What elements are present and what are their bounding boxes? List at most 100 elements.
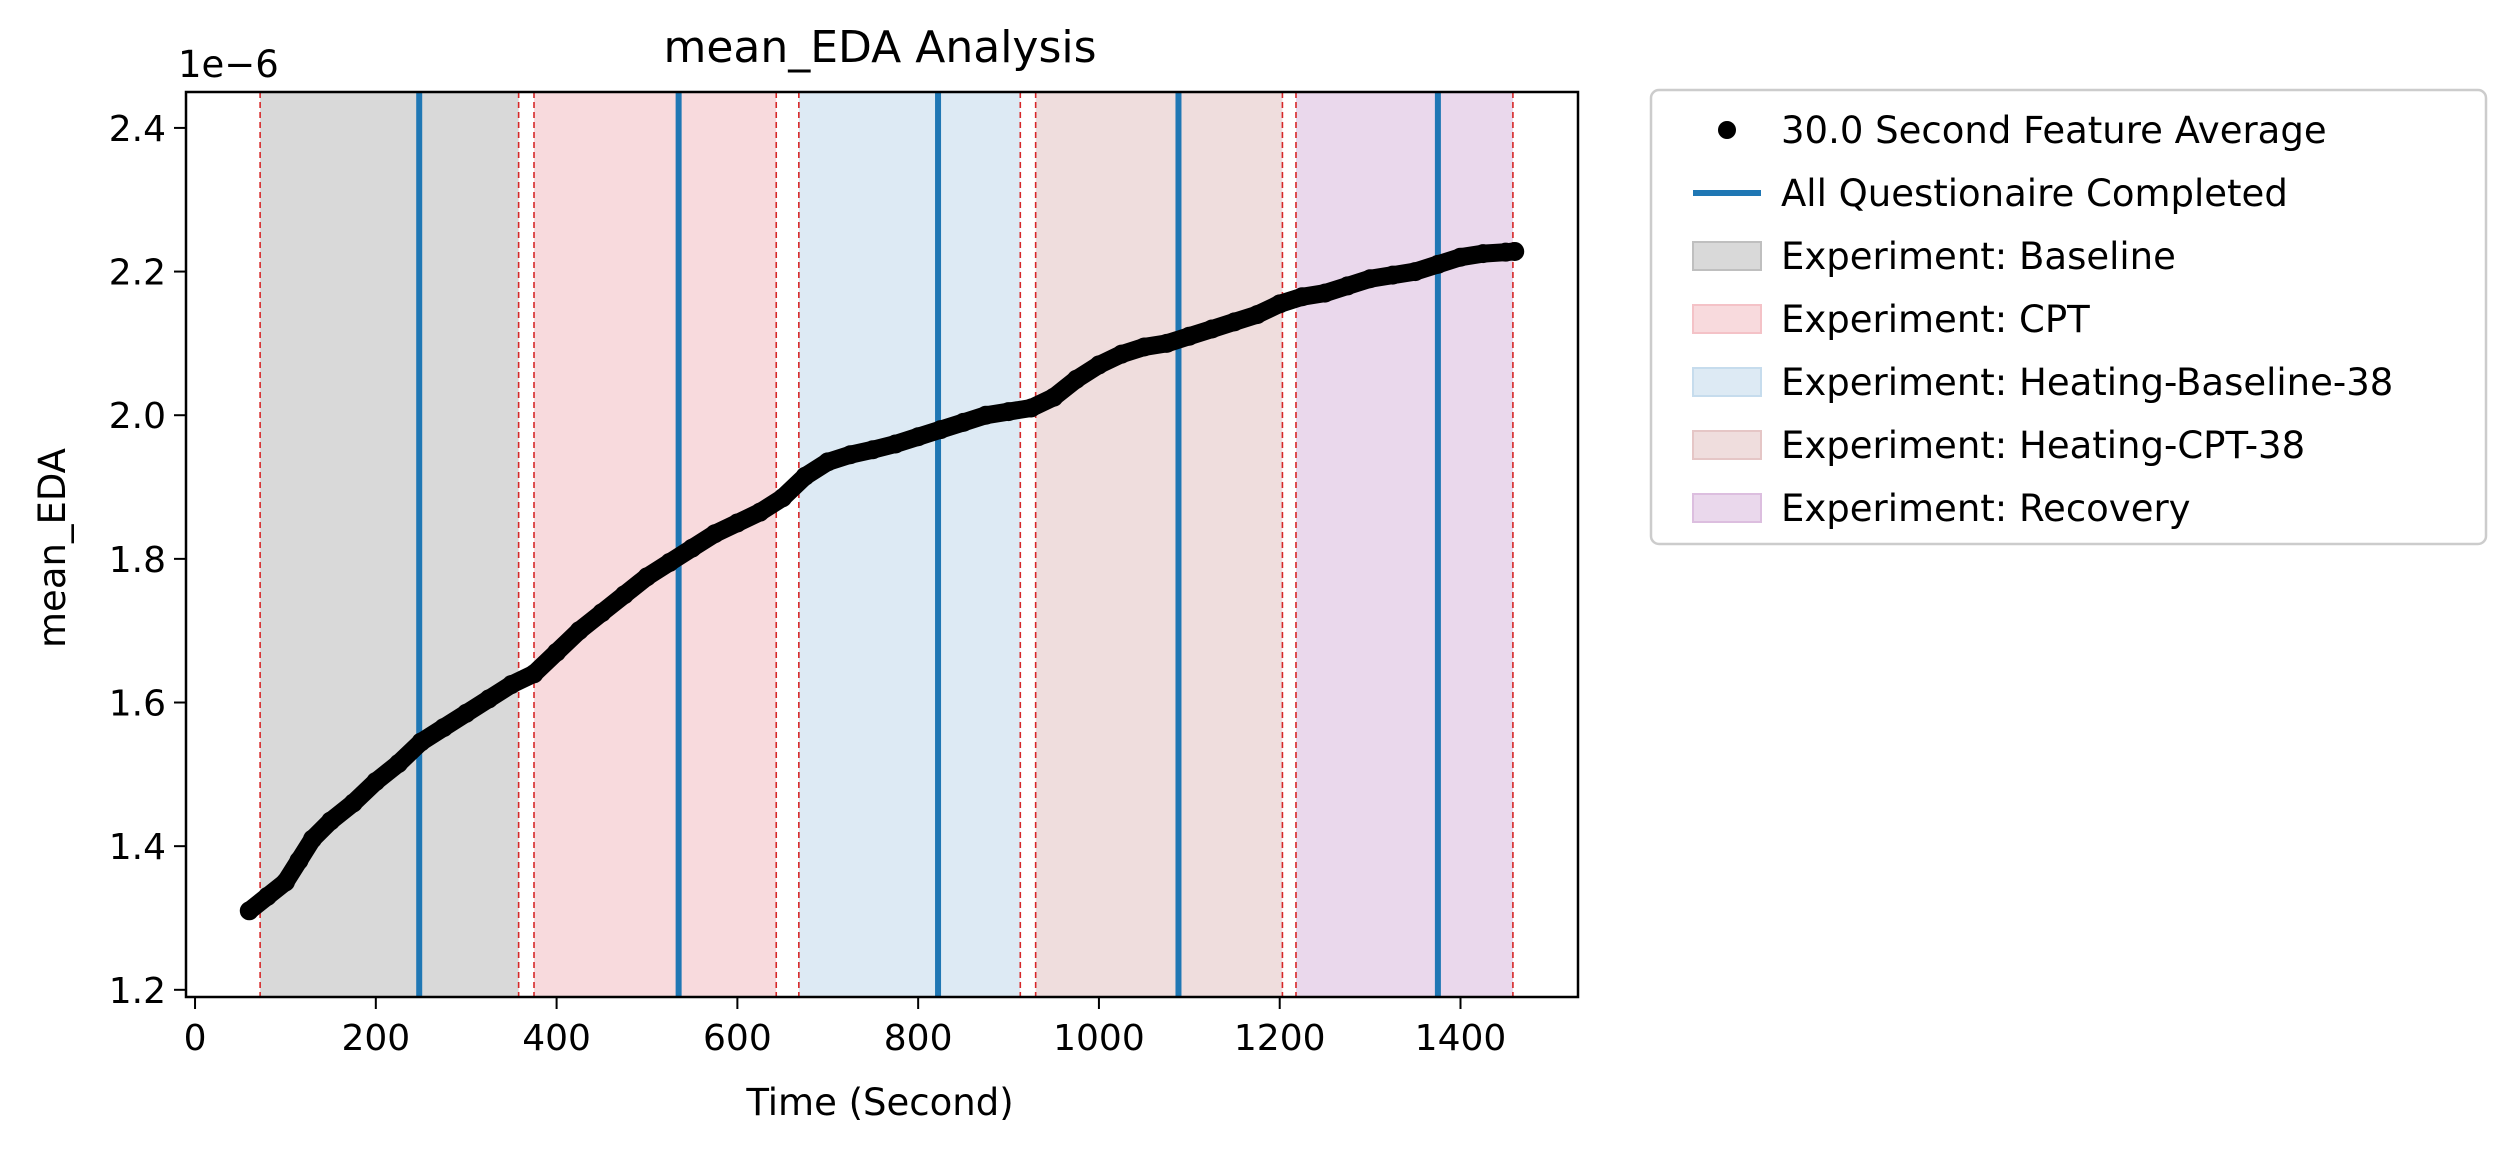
data-point-33 bbox=[953, 412, 973, 432]
x-tick-label-0: 0 bbox=[184, 1018, 207, 1059]
x-tick-label-3: 600 bbox=[703, 1018, 772, 1059]
legend-marker-points bbox=[1718, 121, 1736, 139]
legend: 30.0 Second Feature Average All Questiona… bbox=[1649, 88, 2488, 546]
x-tick-label-2: 400 bbox=[522, 1018, 591, 1059]
legend-label-5: Experiment: Heating-CPT-38 bbox=[1781, 424, 2305, 467]
data-point-27 bbox=[818, 452, 838, 472]
data-point-45 bbox=[1225, 312, 1245, 332]
data-point-58 bbox=[1505, 241, 1525, 261]
data-point-52 bbox=[1383, 265, 1403, 285]
data-point-36 bbox=[1021, 398, 1041, 418]
legend-marker-region-2 bbox=[1692, 367, 1762, 397]
legend-marker-region-1 bbox=[1692, 304, 1762, 334]
plot-frame bbox=[184, 90, 1580, 999]
data-point-56 bbox=[1473, 244, 1493, 264]
data-point-30 bbox=[886, 434, 906, 454]
data-point-21 bbox=[682, 538, 702, 558]
legend-label-2: Experiment: Baseline bbox=[1781, 235, 2176, 278]
data-point-37 bbox=[1044, 387, 1064, 407]
data-point-53 bbox=[1405, 262, 1425, 282]
data-point-12 bbox=[479, 689, 499, 709]
region-1 bbox=[534, 92, 777, 997]
data-point-44 bbox=[1202, 319, 1222, 339]
data-point-43 bbox=[1179, 326, 1199, 346]
legend-label-3: Experiment: CPT bbox=[1781, 298, 2090, 341]
data-point-41 bbox=[1134, 337, 1154, 357]
data-point-6 bbox=[343, 793, 363, 813]
data-point-46 bbox=[1247, 305, 1267, 325]
data-point-16 bbox=[569, 621, 589, 641]
y-axis-label: mean_EDA bbox=[31, 448, 74, 648]
x-axis-label: Time (Second) bbox=[745, 1081, 1013, 1124]
legend-label-0: 30.0 Second Feature Average bbox=[1781, 109, 2327, 152]
x-tick-label-6: 1200 bbox=[1234, 1018, 1326, 1059]
data-point-17 bbox=[592, 603, 612, 623]
experiment-regions bbox=[260, 92, 1513, 997]
data-point-31 bbox=[908, 427, 928, 447]
data-point-11 bbox=[456, 703, 476, 723]
legend-label-1: All Questionaire Completed bbox=[1781, 172, 2288, 215]
questionnaire-lines bbox=[416, 92, 1441, 997]
y-tick-label-2: 1.6 bbox=[109, 684, 166, 725]
data-point-32 bbox=[931, 420, 951, 440]
data-point-34 bbox=[976, 405, 996, 425]
y-tick-label-5: 2.2 bbox=[109, 253, 166, 294]
y-tick-label-0: 1.2 bbox=[109, 971, 166, 1012]
region-4 bbox=[1295, 92, 1513, 997]
region-boundary-lines bbox=[259, 92, 1514, 997]
data-point-50 bbox=[1338, 276, 1358, 296]
region-3 bbox=[1035, 92, 1283, 997]
y-axis-offset-label: 1e−6 bbox=[178, 43, 279, 86]
data-point-4 bbox=[303, 829, 323, 849]
legend-marker-region-4 bbox=[1692, 493, 1762, 523]
data-point-7 bbox=[366, 772, 386, 792]
data-point-10 bbox=[434, 718, 454, 738]
data-point-42 bbox=[1157, 333, 1177, 353]
data-point-9 bbox=[411, 732, 431, 752]
data-point-13 bbox=[501, 675, 521, 695]
data-point-23 bbox=[727, 513, 747, 533]
y-tick-label-1: 1.4 bbox=[109, 827, 166, 868]
y-tick-label-6: 2.4 bbox=[109, 109, 166, 150]
x-tick-label-4: 800 bbox=[884, 1018, 953, 1059]
data-point-15 bbox=[547, 642, 567, 662]
data-point-2 bbox=[275, 872, 295, 892]
data-point-38 bbox=[1066, 369, 1086, 389]
data-point-55 bbox=[1450, 247, 1470, 267]
data-point-8 bbox=[388, 754, 408, 774]
x-axis: 0 200 400 600 800 1000 1200 1400 bbox=[184, 997, 1507, 1059]
data-point-5 bbox=[321, 811, 341, 831]
data-point-18 bbox=[614, 585, 634, 605]
data-point-14 bbox=[524, 664, 544, 684]
data-point-1 bbox=[257, 886, 277, 906]
data-point-29 bbox=[863, 440, 883, 460]
y-tick-label-3: 1.8 bbox=[109, 540, 166, 581]
legend-label-4: Experiment: Heating-Baseline-38 bbox=[1781, 361, 2393, 404]
data-point-26 bbox=[795, 466, 815, 486]
data-point-20 bbox=[660, 552, 680, 572]
legend-marker-region-0 bbox=[1692, 241, 1762, 271]
data-point-51 bbox=[1360, 269, 1380, 289]
data-point-19 bbox=[637, 567, 657, 587]
y-axis: 1.2 1.4 1.6 1.8 2.0 2.2 2.4 bbox=[109, 109, 186, 1012]
data-point-49 bbox=[1315, 283, 1335, 303]
x-tick-label-7: 1400 bbox=[1415, 1018, 1507, 1059]
legend-box bbox=[1649, 88, 2488, 546]
data-point-25 bbox=[773, 488, 793, 508]
legend-marker-region-3 bbox=[1692, 430, 1762, 460]
data-point-28 bbox=[840, 445, 860, 465]
plot-area bbox=[239, 92, 1525, 997]
legend-label-6: Experiment: Recovery bbox=[1781, 487, 2191, 530]
data-point-22 bbox=[705, 524, 725, 544]
data-point-39 bbox=[1089, 355, 1109, 375]
data-point-40 bbox=[1112, 344, 1132, 364]
data-point-24 bbox=[750, 502, 770, 522]
data-point-3 bbox=[289, 851, 309, 871]
y-tick-label-4: 2.0 bbox=[109, 396, 166, 437]
data-point-0 bbox=[239, 901, 259, 921]
data-point-35 bbox=[999, 402, 1019, 422]
data-point-54 bbox=[1428, 254, 1448, 274]
x-tick-label-5: 1000 bbox=[1053, 1018, 1145, 1059]
data-point-48 bbox=[1292, 287, 1312, 307]
